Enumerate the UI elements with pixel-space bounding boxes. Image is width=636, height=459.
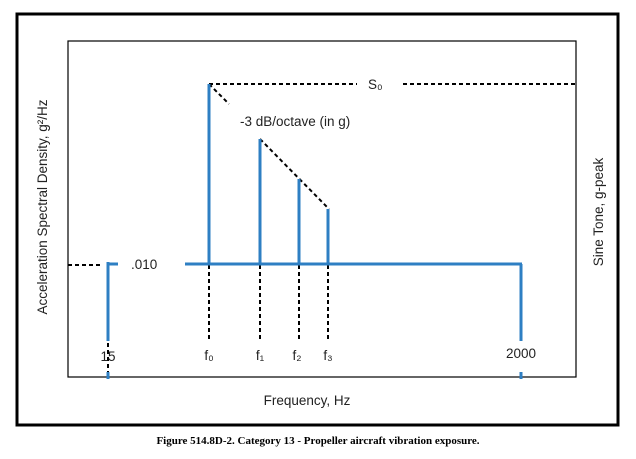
x-tick-label-2000: 2000 (506, 346, 536, 361)
plot-area (67, 40, 577, 378)
x-tick-label-15: 15 (100, 349, 115, 364)
x-tick-label-f2: f₂ (293, 348, 302, 363)
x-tick-label-f0: f₀ (204, 348, 213, 363)
y-axis-right-label: Sine Tone, g-peak (591, 157, 606, 266)
x-axis-label: Frequency, Hz (264, 393, 351, 408)
slope-dashed-long (259, 138, 330, 210)
sine-level-label: S₀ (368, 77, 383, 92)
y-axis-left-label: Acceleration Spectral Density, g²/Hz (35, 99, 50, 314)
figure-caption: Figure 514.8D-2. Category 13 - Propeller… (156, 435, 479, 447)
slope-annotation: -3 dB/octave (in g) (240, 114, 350, 129)
x-tick-label-f3: f₃ (323, 348, 332, 363)
outer-frame (15, 12, 620, 427)
x-tick-label-f1: f₁ (256, 348, 265, 363)
slope-dashed-short (208, 83, 230, 105)
asd-level-label: .010 (131, 257, 157, 272)
